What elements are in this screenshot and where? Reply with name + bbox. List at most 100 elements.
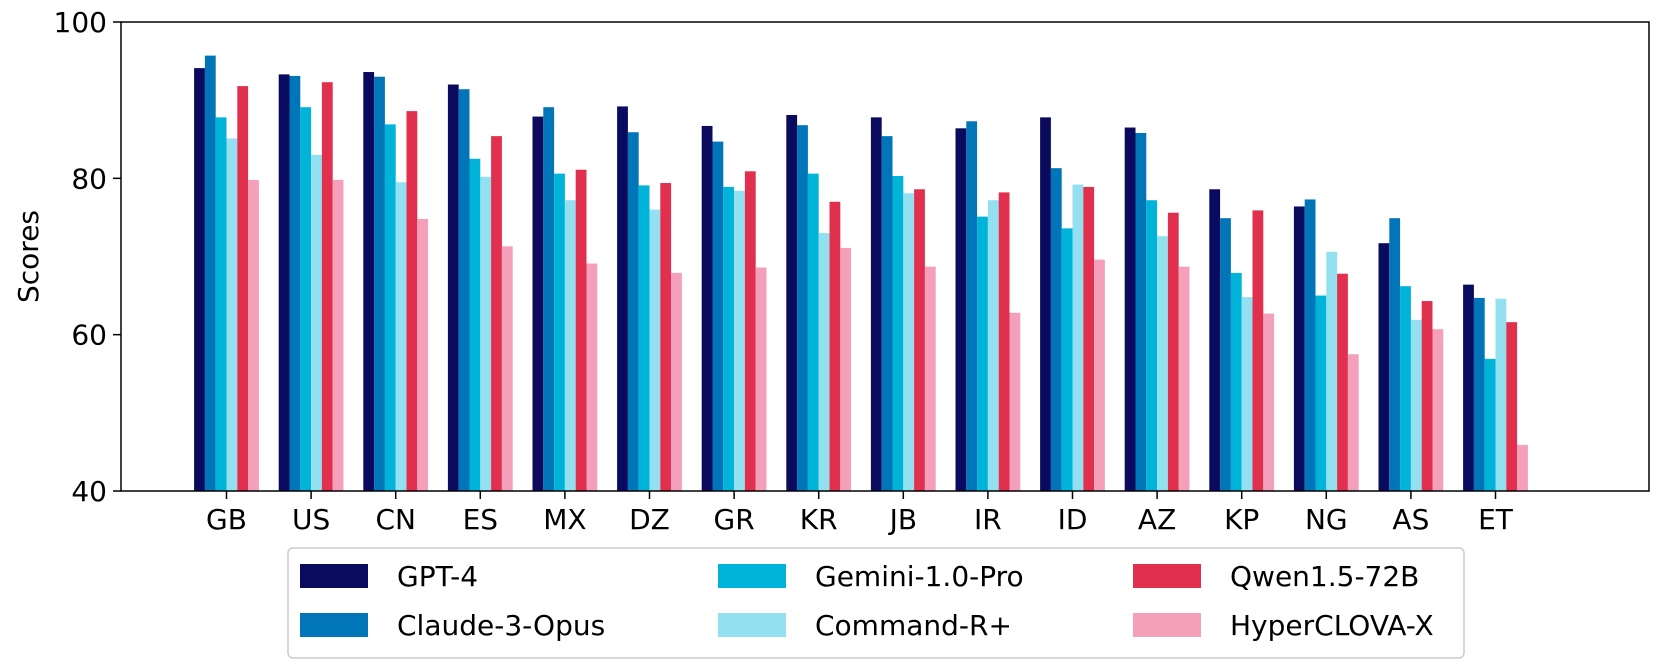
x-tick-label: CN [375,503,416,536]
x-tick-label: KR [800,503,838,536]
legend-label: Qwen1.5-72B [1230,560,1419,593]
bar [1146,200,1158,491]
legend-swatch [300,613,368,637]
y-tick-label: 80 [71,162,107,195]
bar [870,117,882,491]
bar [786,115,798,491]
bar [1135,132,1147,491]
legend-label: HyperCLOVA-X [1230,609,1434,642]
bar [955,128,967,491]
bar [458,89,470,492]
bar [638,185,650,491]
bar [480,176,492,491]
bar [248,179,259,491]
bar [311,154,322,491]
bar [289,75,301,491]
bar [204,55,216,492]
y-axis: 40 60 80 100 [54,6,121,508]
bar [226,138,238,492]
legend-swatch [1133,564,1201,588]
x-tick-label: AZ [1138,503,1176,536]
bar [554,173,565,492]
bar [1124,127,1136,492]
bar [892,175,904,491]
bar [1326,251,1338,491]
bar [532,116,544,491]
bar [491,136,502,491]
x-tick-label: AS [1392,503,1429,536]
bar [1167,212,1179,491]
bar [417,218,429,492]
bar [1263,313,1275,491]
legend-swatch [300,564,368,588]
bar [1040,117,1051,491]
legend-swatch [718,613,786,637]
bar [840,247,852,491]
bar [1241,297,1253,491]
bar [543,107,555,492]
bar [723,186,735,491]
bar [998,192,1010,492]
x-tick-label: GR [714,503,755,536]
x-tick-label: NG [1305,503,1348,536]
bar [1083,186,1095,491]
bar [1009,312,1021,491]
legend-label: Gemini-1.0-Pro [815,560,1024,593]
y-tick-label: 40 [71,475,107,508]
legend-swatch [718,564,786,588]
legend-label: Claude-3-Opus [397,609,605,642]
legend-label: Command-R+ [815,609,1012,642]
bar [332,179,344,491]
bar [374,76,385,491]
bar [586,263,598,491]
bar [829,201,841,492]
bar [977,216,988,491]
bar [1517,444,1528,491]
bar [734,190,745,491]
plot-frame [120,21,1650,492]
y-tick-label: 60 [71,319,107,352]
bar [1432,329,1444,491]
bar [1378,243,1390,491]
bar [1473,297,1485,491]
x-tick-label: ID [1058,503,1088,536]
bar [1178,266,1190,491]
bar [671,272,682,491]
bar [797,125,808,492]
bar [1230,272,1242,491]
bar [1315,295,1327,491]
bar [627,132,639,491]
bar [744,171,756,491]
bar [966,121,978,491]
bar [406,111,418,492]
bar [1061,228,1073,492]
bar [384,124,396,492]
bar [881,136,893,491]
bar [469,158,481,491]
bar [1293,206,1305,491]
bar [987,200,999,491]
bar [818,233,830,492]
bars-layer [194,55,1528,492]
x-tick-label: IR [974,503,1002,536]
x-tick-label: JB [888,503,917,536]
bar [564,200,576,491]
bar [660,183,672,492]
bar [712,141,724,491]
bar [617,106,628,492]
y-axis-label: Scores [12,210,45,303]
x-tick-label: ES [463,503,498,536]
bar [447,84,459,492]
bar [701,125,713,491]
bar [1304,199,1316,491]
x-tick-label: KP [1224,503,1259,536]
bar [300,107,312,492]
bar [1400,286,1411,491]
bar [575,169,587,492]
bar [1506,322,1518,491]
bar [278,74,290,491]
bar [237,86,249,491]
bar [1252,210,1264,492]
bar [903,193,915,491]
